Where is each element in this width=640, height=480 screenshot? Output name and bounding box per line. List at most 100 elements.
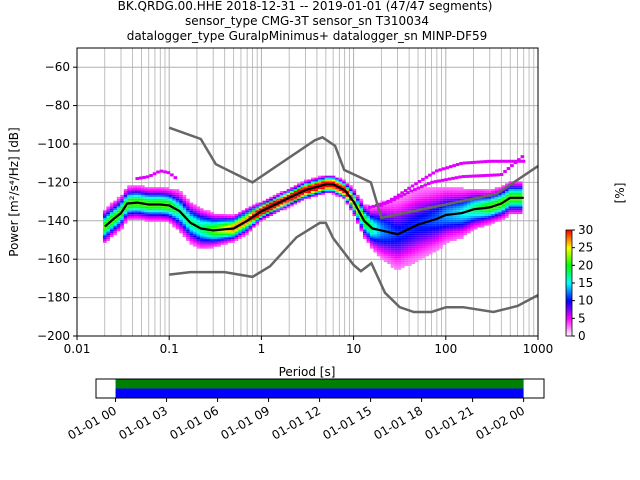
pdf-cell [421,235,426,238]
pdf-cell [279,208,284,211]
pdf-cell [376,244,381,247]
pdf-cell [387,256,391,259]
pdf-outlier-cell [466,161,470,165]
pdf-cell [390,221,395,224]
pdf-cell [480,191,485,193]
pdf-cell [276,200,280,203]
pdf-cell [397,202,402,205]
pdf-cell [435,223,440,226]
pdf-cell [362,208,367,211]
pdf-cell [487,219,492,222]
pdf-cell [373,235,377,238]
pdf-cell [508,189,513,192]
colorbar-segment [566,291,572,294]
pdf-cell [418,196,423,199]
pdf-cell [373,223,377,226]
pdf-cell [473,210,478,213]
pdf-cell [432,225,436,228]
pdf-cell [401,246,405,249]
pdf-cell [449,206,454,209]
pdf-cell [449,194,454,197]
pdf-cell [373,239,377,241]
pdf-cell [373,244,377,247]
pdf-cell [193,216,197,218]
pdf-cell [401,216,405,218]
pdf-cell [473,194,478,197]
pdf-cell [494,194,499,197]
pdf-cell [141,216,145,218]
pdf-cell [432,248,436,251]
pdf-cell [196,221,201,224]
pdf-cell [456,233,461,236]
pdf-cell [137,198,142,201]
pdf-cell [428,227,433,230]
pdf-cell [189,204,194,207]
pdf-cell [466,227,471,230]
pdf-cell [456,192,461,195]
pdf-cell [317,187,322,190]
pdf-cell [120,221,124,224]
pdf-cell [293,185,298,188]
pdf-cell [186,237,190,240]
pdf-cell [324,177,329,180]
pdf-cell [161,214,166,216]
pdf-cell [366,221,371,224]
pdf-cell [453,223,457,226]
pdf-cell [175,216,180,218]
pdf-cell [498,194,502,197]
pdf-cell [387,250,391,253]
pdf-cell [151,200,156,203]
pdf-cell [512,194,516,197]
pdf-cell [168,202,173,205]
pdf-cell [206,214,211,216]
pdf-cell [116,200,121,203]
pdf-outlier-cell [392,198,396,202]
pdf-cell [383,223,388,226]
pdf-cell [404,233,409,236]
pdf-cell [390,264,395,266]
pdf-cell [120,214,124,216]
pdf-cell [245,231,249,234]
pdf-cell [252,204,256,207]
pdf-cell [356,212,360,215]
pdf-cell [418,219,423,222]
pdf-cell [460,216,464,218]
pdf-cell [186,229,190,232]
pdf-cell [349,204,353,207]
pdf-cell [172,221,176,224]
pdf-cell [106,210,111,213]
pdf-cell [234,229,239,232]
pdf-cell [328,187,332,190]
pdf-cell [397,200,402,203]
pdf-cell [109,208,114,211]
pdf-cell [394,258,398,261]
pdf-cell [373,229,377,232]
pdf-cell [394,212,398,215]
pdf-cell [456,189,461,192]
processed-coverage-bar [115,379,524,389]
pdf-cell [182,200,187,203]
pdf-cell [186,223,190,226]
pdf-cell [106,214,111,216]
pdf-cell [508,198,513,201]
pdf-cell [345,189,350,192]
pdf-cell [390,250,395,253]
pdf-cell [404,248,409,251]
colorbar-segment [566,265,572,268]
pdf-cell [210,223,215,226]
pdf-cell [421,202,426,205]
pdf-cell [213,216,218,218]
pdf-cell [210,221,215,224]
pdf-cell [123,214,128,216]
pdf-cell [408,254,412,257]
pdf-cell [404,194,409,197]
pdf-cell [487,217,492,220]
pdf-cell [210,233,215,236]
pdf-cell [387,237,391,240]
pdf-cell [369,231,374,234]
pdf-cell [411,235,416,238]
pdf-cell [328,175,332,178]
pdf-cell [404,262,409,264]
pdf-cell [130,210,135,213]
pdf-cell [362,210,367,213]
